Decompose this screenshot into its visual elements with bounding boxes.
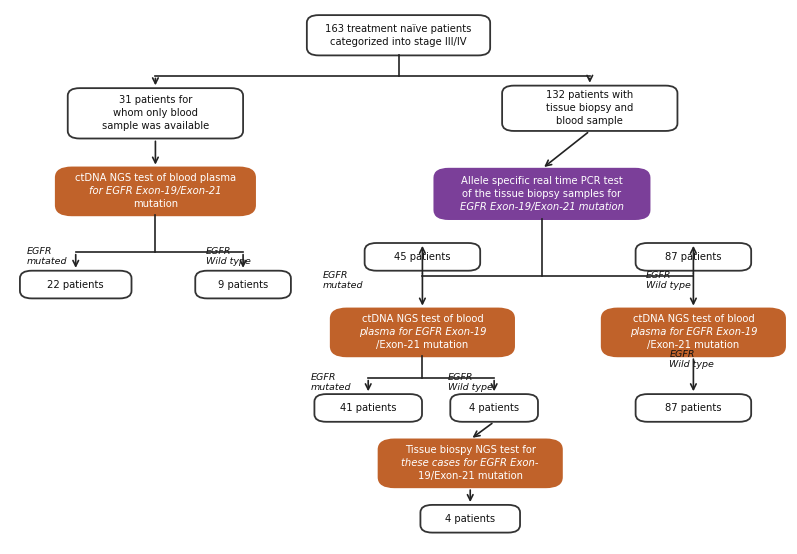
Text: 9 patients: 9 patients — [218, 280, 269, 290]
Text: sample was available: sample was available — [102, 121, 209, 131]
Text: tissue biopsy and: tissue biopsy and — [546, 103, 634, 113]
Text: EGFR
mutated: EGFR mutated — [26, 247, 67, 266]
Text: mutation: mutation — [133, 199, 178, 209]
Text: 132 patients with: 132 patients with — [546, 90, 634, 100]
Text: EGFR
Wild type: EGFR Wild type — [646, 271, 690, 290]
Text: blood sample: blood sample — [556, 116, 623, 126]
FancyBboxPatch shape — [379, 439, 562, 488]
Text: for EGFR Exon-19/Exon-21: for EGFR Exon-19/Exon-21 — [89, 186, 222, 196]
Text: plasma for EGFR Exon-19: plasma for EGFR Exon-19 — [359, 327, 486, 337]
FancyBboxPatch shape — [68, 88, 243, 138]
FancyBboxPatch shape — [20, 271, 132, 299]
FancyBboxPatch shape — [434, 169, 650, 219]
Text: Tissue biospy NGS test for: Tissue biospy NGS test for — [405, 445, 536, 455]
Text: EGFR
mutated: EGFR mutated — [311, 373, 351, 392]
FancyBboxPatch shape — [331, 309, 514, 356]
Text: 31 patients for: 31 patients for — [119, 95, 192, 105]
Text: of the tissue biopsy samples for: of the tissue biopsy samples for — [462, 189, 622, 199]
Text: EGFR
Wild type: EGFR Wild type — [669, 350, 714, 370]
Text: ctDNA NGS test of blood: ctDNA NGS test of blood — [362, 314, 483, 324]
Text: ctDNA NGS test of blood: ctDNA NGS test of blood — [633, 314, 754, 324]
Text: EGFR Exon-19/Exon-21 mutation: EGFR Exon-19/Exon-21 mutation — [460, 202, 624, 212]
FancyBboxPatch shape — [195, 271, 291, 299]
FancyBboxPatch shape — [635, 243, 751, 271]
FancyBboxPatch shape — [420, 505, 520, 532]
Text: /Exon-21 mutation: /Exon-21 mutation — [647, 341, 740, 351]
FancyBboxPatch shape — [307, 15, 490, 55]
Text: 4 patients: 4 patients — [469, 403, 519, 413]
Text: Allele specific real time PCR test: Allele specific real time PCR test — [461, 176, 622, 186]
FancyBboxPatch shape — [56, 167, 255, 216]
Text: EGFR
Wild type: EGFR Wild type — [448, 373, 493, 392]
FancyBboxPatch shape — [364, 243, 480, 271]
Text: EGFR
mutated: EGFR mutated — [323, 271, 363, 290]
FancyBboxPatch shape — [635, 394, 751, 422]
Text: 87 patients: 87 patients — [665, 252, 721, 262]
Text: categorized into stage III/IV: categorized into stage III/IV — [330, 37, 467, 47]
Text: ctDNA NGS test of blood plasma: ctDNA NGS test of blood plasma — [75, 173, 236, 183]
FancyBboxPatch shape — [314, 394, 422, 422]
FancyBboxPatch shape — [450, 394, 538, 422]
Text: these cases for EGFR Exon-: these cases for EGFR Exon- — [402, 458, 539, 468]
Text: 41 patients: 41 patients — [340, 403, 396, 413]
Text: 22 patients: 22 patients — [47, 280, 104, 290]
FancyBboxPatch shape — [502, 86, 677, 131]
Text: 19/Exon-21 mutation: 19/Exon-21 mutation — [418, 471, 523, 481]
Text: /Exon-21 mutation: /Exon-21 mutation — [376, 341, 469, 351]
Text: whom only blood: whom only blood — [113, 109, 198, 119]
FancyBboxPatch shape — [602, 309, 785, 356]
Text: plasma for EGFR Exon-19: plasma for EGFR Exon-19 — [630, 327, 757, 337]
Text: EGFR
Wild type: EGFR Wild type — [206, 247, 250, 266]
Text: 45 patients: 45 patients — [395, 252, 450, 262]
Text: 163 treatment naïve patients: 163 treatment naïve patients — [325, 24, 472, 34]
Text: 87 patients: 87 patients — [665, 403, 721, 413]
Text: 4 patients: 4 patients — [446, 514, 495, 524]
